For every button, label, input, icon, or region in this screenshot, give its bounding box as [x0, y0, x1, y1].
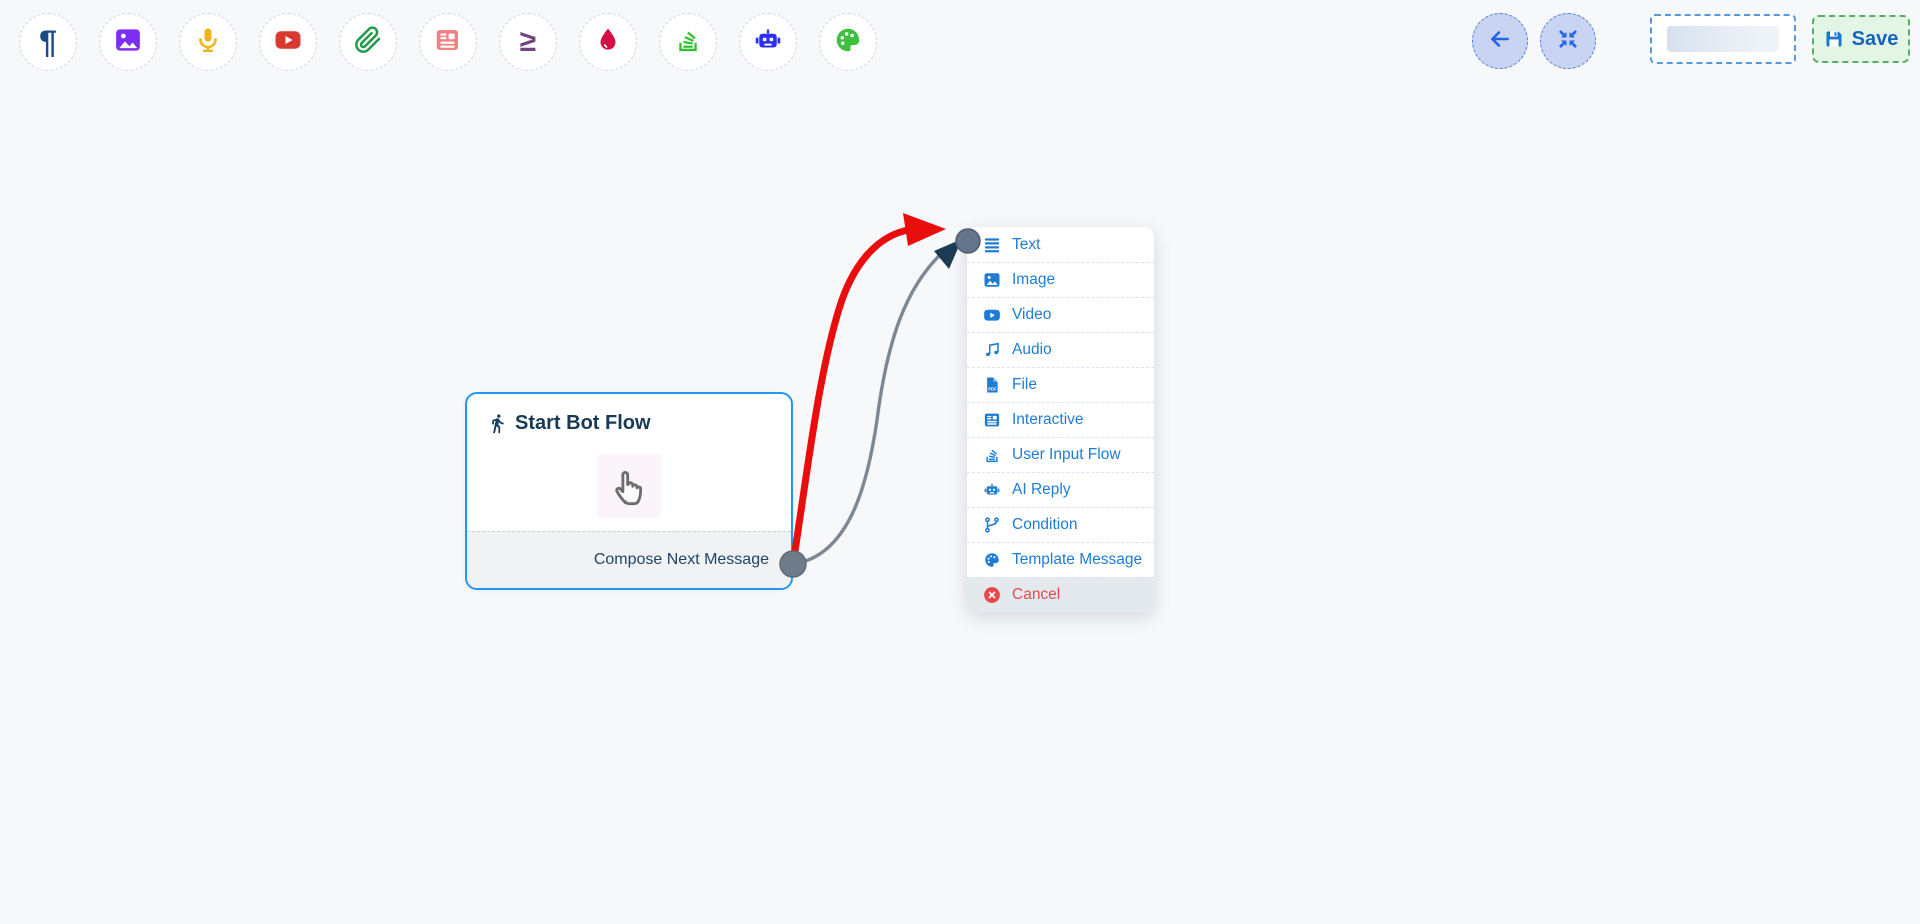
menu-item-image[interactable]: Image: [967, 262, 1154, 297]
node-drop-zone[interactable]: [597, 454, 661, 518]
toolbar-button-file[interactable]: [339, 13, 397, 71]
toolbar-button-template-message[interactable]: [819, 13, 877, 71]
menu-item-condition[interactable]: Condition: [967, 507, 1154, 542]
robot-icon: [753, 25, 783, 60]
menu-item-label: Interactive: [1012, 411, 1084, 428]
image-icon: [983, 271, 1001, 289]
menu-item-label: Cancel: [1012, 586, 1061, 603]
menu-item-interactive[interactable]: Interactive: [967, 402, 1154, 437]
text-lines-icon: [983, 236, 1001, 254]
node-title: Start Bot Flow: [515, 412, 651, 434]
menu-item-label: File: [1012, 376, 1037, 393]
newspaper-icon: [983, 411, 1001, 429]
menu-item-label: Image: [1012, 271, 1056, 288]
header-controls: Save: [1472, 13, 1910, 69]
gray-edge-arrowhead: [934, 239, 962, 269]
robot-icon: [983, 481, 1001, 499]
newspaper-icon: [433, 25, 463, 60]
menu-item-ai-reply[interactable]: AI Reply: [967, 472, 1154, 507]
arrow-left-icon: [1487, 26, 1513, 57]
fit-view-button[interactable]: [1540, 13, 1596, 69]
back-button[interactable]: [1472, 13, 1528, 69]
menu-item-file[interactable]: PDF File: [967, 367, 1154, 402]
menu-item-label: Template Message: [1012, 551, 1143, 568]
toolbar-button-drip[interactable]: [579, 13, 637, 71]
save-button[interactable]: Save: [1812, 15, 1910, 63]
toolbar-button-interactive[interactable]: [419, 13, 477, 71]
menu-item-label: Condition: [1012, 516, 1078, 533]
loading-skeleton-bar: [1667, 26, 1779, 52]
toolbar-button-image[interactable]: [99, 13, 157, 71]
menu-item-text[interactable]: Text: [967, 227, 1154, 262]
menu-item-label: AI Reply: [1012, 481, 1071, 498]
menu-item-audio[interactable]: Audio: [967, 332, 1154, 367]
start-bot-flow-node[interactable]: Start Bot Flow Compose Next Message: [465, 392, 793, 590]
toolbar-button-video[interactable]: [259, 13, 317, 71]
menu-item-label: Text: [1012, 235, 1041, 253]
video-play-icon: [983, 306, 1001, 324]
pdf-file-icon: PDF: [983, 376, 1001, 394]
greater-equal-icon: ≥: [519, 25, 537, 58]
youtube-icon: [273, 25, 303, 60]
red-edge-arrowhead: [903, 213, 946, 246]
compose-next-message-action[interactable]: Compose Next Message: [593, 551, 769, 568]
stack-icon: [983, 446, 1001, 464]
red-edge: [789, 226, 912, 568]
droplet-icon: [594, 26, 622, 59]
palette-icon: [983, 551, 1001, 569]
music-note-icon: [983, 341, 1001, 359]
add-node-context-menu: Text Image Video Audio PDF File Interact…: [967, 227, 1154, 612]
menu-item-video[interactable]: Video: [967, 297, 1154, 332]
stack-icon: [674, 26, 702, 59]
paperclip-icon: [354, 25, 382, 59]
git-branch-icon: [983, 516, 1001, 534]
menu-item-cancel[interactable]: Cancel: [967, 577, 1154, 612]
palette-icon: [833, 25, 863, 60]
flow-title-input[interactable]: [1650, 14, 1796, 64]
toolbar-button-user-input-flow[interactable]: [659, 13, 717, 71]
gray-edge: [791, 249, 946, 566]
node-header: Start Bot Flow: [487, 412, 651, 435]
toolbar-button-text[interactable]: ¶: [19, 13, 77, 71]
image-icon: [113, 25, 143, 60]
toolbar-button-audio[interactable]: [179, 13, 237, 71]
pilcrow-icon: ¶: [39, 24, 57, 60]
toolbar-button-ai-reply[interactable]: [739, 13, 797, 71]
toolbar-button-sequence[interactable]: ≥: [499, 13, 557, 71]
hand-cursor-icon: [606, 463, 652, 509]
menu-item-label: Audio: [1012, 341, 1052, 358]
walking-person-icon: [487, 413, 508, 434]
menu-item-template-message[interactable]: Template Message: [967, 542, 1154, 577]
x-circle-icon: [983, 586, 1001, 604]
menu-item-label: Video: [1012, 306, 1052, 323]
save-button-label: Save: [1851, 27, 1899, 50]
menu-item-label: User Input Flow: [1012, 446, 1121, 463]
microphone-icon: [194, 26, 222, 59]
menu-item-user-input-flow[interactable]: User Input Flow: [967, 437, 1154, 472]
toolbar: ¶ ≥: [19, 13, 877, 71]
svg-text:PDF: PDF: [988, 386, 997, 391]
compress-arrows-icon: [1556, 27, 1580, 56]
floppy-disk-icon: [1824, 29, 1844, 49]
node-footer: Compose Next Message: [467, 531, 791, 588]
